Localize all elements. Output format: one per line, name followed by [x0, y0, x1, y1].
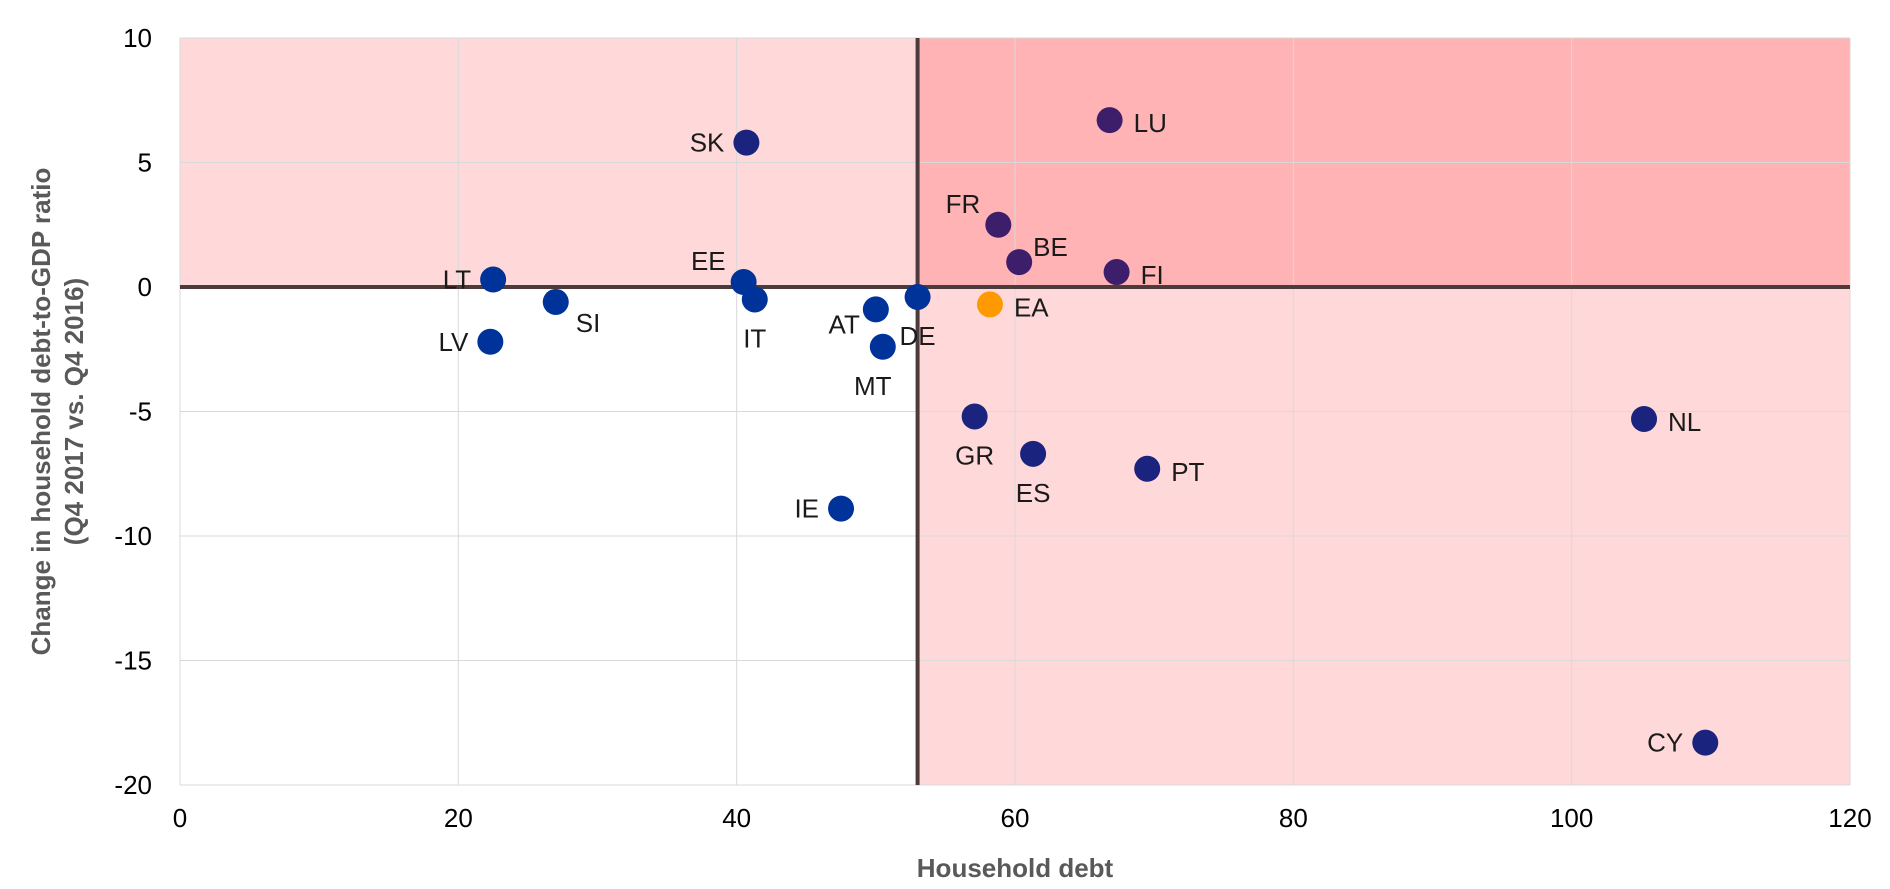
point-label-lt: LT	[443, 265, 472, 295]
data-point-ea	[976, 291, 1003, 318]
x-tick-label: 120	[1828, 803, 1871, 833]
data-point-de	[904, 283, 931, 310]
y-tick-label: -10	[114, 521, 152, 551]
y-tick-label: 10	[123, 23, 152, 53]
data-point-si	[542, 288, 569, 315]
point-label-ea: EA	[1014, 292, 1049, 322]
x-tick-label: 40	[722, 803, 751, 833]
data-point-mt	[869, 333, 896, 360]
point-label-ee: EE	[691, 246, 726, 276]
gridlines	[179, 37, 1851, 786]
y-axis-title-line-1: Change in household debt-to-GDP ratio	[26, 168, 56, 656]
data-point-gr	[961, 403, 988, 430]
point-label-sk: SK	[690, 128, 725, 158]
data-point-fr	[985, 211, 1012, 238]
point-label-si: SI	[576, 308, 601, 338]
reference-lines	[180, 38, 1850, 785]
data-points	[477, 107, 1719, 756]
y-axis-title-line-2: (Q4 2017 vs. Q4 2016)	[59, 278, 89, 545]
point-labels: LT SI LV SK EE IT AT DE MT IE FR BE LU FI EA GR ES PT NL CY	[438, 108, 1701, 758]
x-tick-label: 100	[1550, 803, 1593, 833]
y-tick-labels: 10 5 0 -5 -10 -15 -20	[114, 23, 152, 800]
point-label-fi: FI	[1141, 260, 1164, 290]
y-tick-label: -15	[114, 646, 152, 676]
data-point-es	[1020, 440, 1047, 467]
x-tick-label: 0	[173, 803, 187, 833]
x-axis-title: Household debt	[917, 853, 1114, 883]
data-point-pt	[1134, 455, 1161, 482]
data-point-cy	[1692, 729, 1719, 756]
y-tick-label: 0	[138, 272, 152, 302]
y-tick-label: -20	[114, 770, 152, 800]
point-label-it: IT	[743, 323, 766, 353]
y-tick-label: -5	[129, 397, 152, 427]
point-label-be: BE	[1033, 232, 1068, 262]
point-label-lu: LU	[1134, 108, 1167, 138]
x-tick-label: 20	[444, 803, 473, 833]
point-label-at: AT	[829, 309, 860, 339]
data-point-ie	[828, 495, 855, 522]
data-point-be	[1006, 249, 1033, 276]
point-label-es: ES	[1016, 478, 1051, 508]
data-point-it	[741, 286, 768, 313]
data-point-nl	[1631, 405, 1658, 432]
y-tick-label: 5	[138, 148, 152, 178]
point-label-nl: NL	[1668, 407, 1701, 437]
point-label-fr: FR	[946, 189, 981, 219]
data-point-lt	[480, 266, 507, 293]
x-tick-label: 80	[1279, 803, 1308, 833]
x-tick-label: 60	[1001, 803, 1030, 833]
data-point-lu	[1096, 107, 1123, 134]
point-label-de: DE	[900, 321, 936, 351]
point-label-pt: PT	[1171, 457, 1204, 487]
data-point-sk	[733, 129, 760, 156]
point-label-cy: CY	[1647, 728, 1683, 758]
point-label-ie: IE	[794, 494, 819, 524]
data-point-fi	[1103, 259, 1130, 286]
data-point-lv	[477, 328, 504, 355]
point-label-lv: LV	[438, 327, 469, 357]
point-label-mt: MT	[854, 371, 892, 401]
x-tick-labels: 0 20 40 60 80 100 120	[173, 803, 1872, 833]
point-label-gr: GR	[955, 440, 994, 470]
data-point-at	[862, 296, 889, 323]
